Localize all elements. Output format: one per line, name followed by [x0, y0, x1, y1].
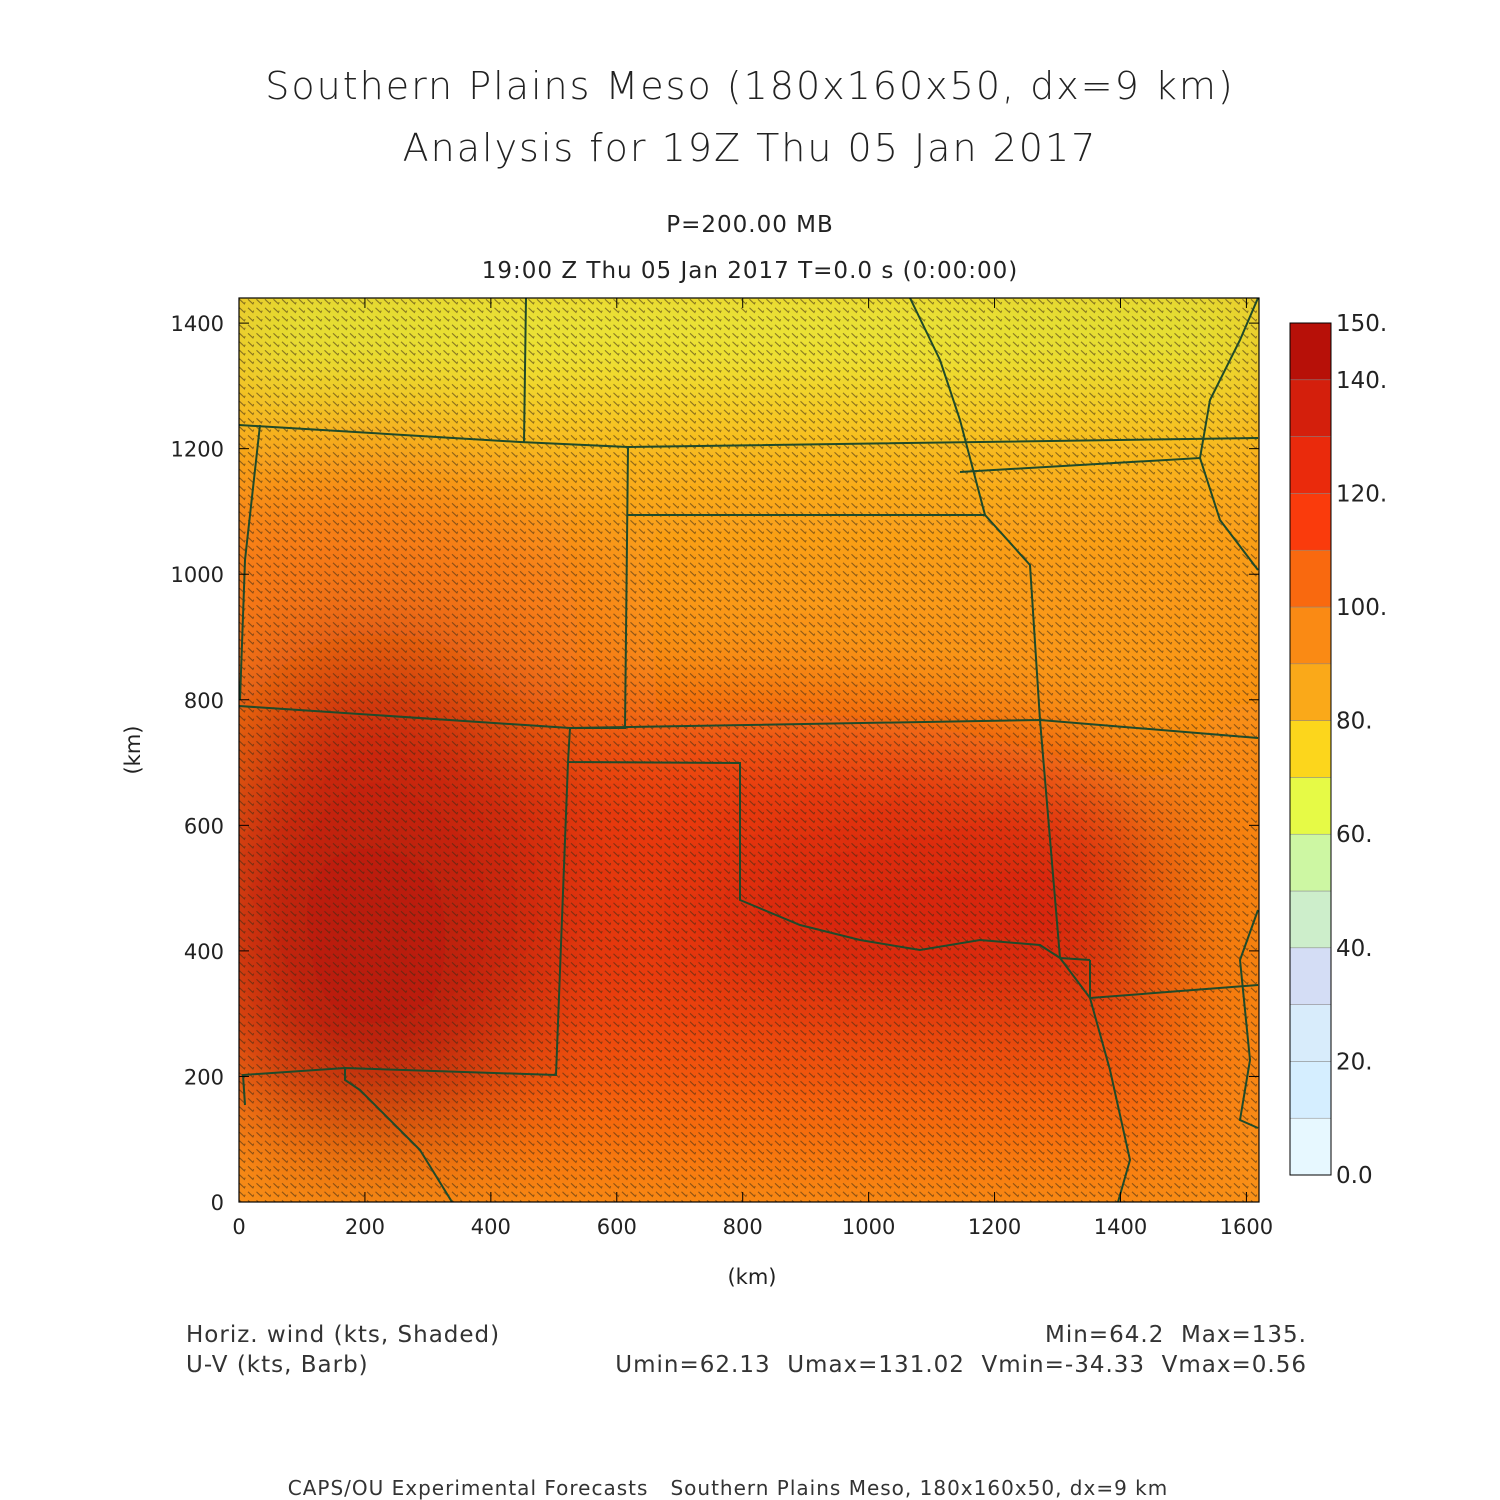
plot-frame: [238, 297, 1260, 1203]
y-tick-label: 600: [184, 814, 224, 838]
colorbar-segment: [1289, 720, 1332, 778]
colorbar-label: 150.: [1336, 311, 1387, 337]
x-tick-label: 0: [232, 1215, 245, 1239]
colorbar-segment: [1289, 663, 1332, 721]
title-line-2: Analysis for 19Z Thu 05 Jan 2017: [402, 126, 1098, 170]
level-label: P=200.00 MB: [666, 212, 834, 238]
colorbar-label: 140.: [1336, 368, 1387, 394]
colorbar-segment: [1289, 436, 1332, 494]
y-tick-label: 1000: [171, 563, 224, 587]
x-tick-label: 800: [723, 1215, 763, 1239]
x-tick-label: 1600: [1220, 1215, 1273, 1239]
colorbar-segment: [1289, 606, 1332, 665]
colorbar-label: 0.0: [1336, 1163, 1373, 1189]
y-tick-label: 400: [184, 940, 224, 964]
x-axis-label: (km): [727, 1265, 776, 1289]
y-tick-label: 800: [184, 689, 224, 713]
colorbar-label: 60.: [1336, 822, 1373, 848]
legend-shaded: Horiz. wind (kts, Shaded): [186, 1322, 501, 1348]
colorbar-segment: [1289, 379, 1332, 437]
x-tick-label: 400: [471, 1215, 511, 1239]
colorbar-segment: [1289, 833, 1332, 892]
footer-credit: CAPS/OU Experimental Forecasts Southern …: [287, 1476, 1169, 1500]
colorbar-label: 80.: [1336, 709, 1373, 735]
y-tick-label: 1200: [171, 438, 224, 462]
time-label: 19:00 Z Thu 05 Jan 2017 T=0.0 s (0:00:00…: [481, 258, 1019, 284]
colorbar-label: 100.: [1336, 595, 1387, 621]
colorbar-segment: [1289, 493, 1332, 551]
field-stats: Min=64.2 Max=135.: [1045, 1322, 1307, 1348]
x-tick-label: 1200: [968, 1215, 1021, 1239]
colorbar-label: 40.: [1336, 936, 1373, 962]
colorbar-segment: [1289, 947, 1332, 1005]
y-tick-label: 0: [211, 1191, 224, 1215]
state-boundaries: [239, 298, 1259, 1202]
wind-speed-field: [239, 298, 1259, 1202]
x-tick-label: 1000: [842, 1215, 895, 1239]
colorbar-label: 20.: [1336, 1049, 1373, 1075]
colorbar-segment: [1289, 1117, 1332, 1176]
colorbar-frame: [1289, 322, 1332, 1176]
y-tick-label: 200: [184, 1065, 224, 1089]
x-tick-label: 600: [597, 1215, 637, 1239]
x-tick-label: 1400: [1094, 1215, 1147, 1239]
y-tick-label: 1400: [171, 312, 224, 336]
y-axis: 0 200 400 600 800 1000 1200 1400: [171, 312, 1259, 1215]
y-axis-label: (km): [121, 725, 145, 774]
colorbar: 150. 140. 120. 100. 80. 60. 40. 20. 0.0: [1289, 311, 1387, 1189]
colorbar-segment: [1289, 1004, 1332, 1062]
x-axis: 0 200 400 600 800 1000 1200 1400 1600: [232, 298, 1273, 1239]
legend-barb: U-V (kts, Barb): [186, 1352, 369, 1378]
colorbar-segment: [1289, 1061, 1332, 1119]
x-tick-label: 200: [345, 1215, 385, 1239]
colorbar-segment: [1289, 549, 1332, 608]
colorbar-segment: [1289, 322, 1332, 381]
component-stats: Umin=62.13 Umax=131.02 Vmin=-34.33 Vmax=…: [615, 1352, 1307, 1378]
colorbar-segment: [1289, 890, 1332, 949]
colorbar-label: 120.: [1336, 481, 1387, 507]
title-line-1: Southern Plains Meso (180x160x50, dx=9 k…: [265, 64, 1235, 108]
colorbar-segment: [1289, 777, 1332, 835]
